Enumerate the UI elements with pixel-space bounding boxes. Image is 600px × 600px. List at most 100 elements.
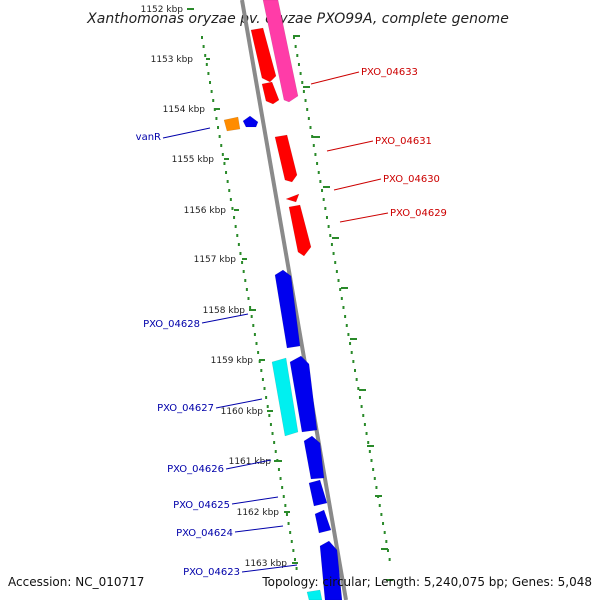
gene-feature-blue[interactable] xyxy=(314,509,332,534)
scale-dot xyxy=(324,207,327,210)
gene-label[interactable]: PXO_04627 xyxy=(157,403,214,414)
scale-dot xyxy=(335,270,338,273)
scale-dot xyxy=(274,450,277,453)
tick-label: 1153 kbp xyxy=(151,55,194,65)
scale-dot xyxy=(205,63,208,66)
leader-line xyxy=(310,71,360,85)
gene-feature-cyan[interactable] xyxy=(306,589,323,600)
scale-dot xyxy=(367,441,370,444)
scale-dot xyxy=(322,198,325,201)
scale-dot xyxy=(368,450,371,453)
accession-text: Accession: NC_010717 xyxy=(8,575,144,589)
gene-features xyxy=(223,0,343,600)
leader-line xyxy=(234,525,284,533)
tick-label: 1159 kbp xyxy=(211,356,254,366)
scale-dot xyxy=(293,558,296,561)
scale-dot xyxy=(306,108,309,111)
scale-dot xyxy=(260,369,263,372)
gene-label[interactable]: PXO_04630 xyxy=(383,174,440,185)
scale-dot xyxy=(292,549,295,552)
gene-feature-red[interactable] xyxy=(285,193,300,203)
gene-feature-pink[interactable] xyxy=(262,0,299,103)
scale-dot xyxy=(249,306,252,309)
leader-line xyxy=(339,212,389,223)
scale-dot xyxy=(358,396,361,399)
tick-label: 1155 kbp xyxy=(172,155,215,165)
scale-dot xyxy=(386,549,389,552)
scale-dot xyxy=(344,315,347,318)
gene-feature-red[interactable] xyxy=(288,204,312,257)
scale-dot xyxy=(217,126,220,129)
gene-feature-red[interactable] xyxy=(274,134,298,183)
scale-dot xyxy=(218,135,221,138)
scale-dot xyxy=(330,243,333,246)
scale-dot xyxy=(309,126,312,129)
scale-dot xyxy=(261,378,264,381)
gene-feature-blue[interactable] xyxy=(289,355,318,433)
scale-dot xyxy=(316,162,319,165)
gene-feature-blue[interactable] xyxy=(319,540,343,600)
scale-dot xyxy=(282,495,285,498)
scale-dot xyxy=(337,279,340,282)
scale-dot xyxy=(231,207,234,210)
gene-feature-blue[interactable] xyxy=(274,269,301,349)
scale-dot xyxy=(202,45,205,48)
scale-dot xyxy=(363,423,366,426)
gene-label[interactable]: vanR xyxy=(136,132,161,143)
scale-dot xyxy=(237,243,240,246)
gene-feature-blue[interactable] xyxy=(308,479,328,507)
tick-label: 1154 kbp xyxy=(163,105,206,115)
gene-label[interactable]: PXO_04631 xyxy=(375,136,432,147)
gene-feature-blue[interactable] xyxy=(303,435,325,480)
gene-feature-cyan[interactable] xyxy=(271,357,299,437)
gene-label[interactable]: PXO_04628 xyxy=(143,319,200,330)
scale-dot xyxy=(296,54,299,57)
tick-label: 1161 kbp xyxy=(229,457,272,467)
scale-dot xyxy=(302,90,305,93)
scale-dot xyxy=(244,279,247,282)
scale-dot xyxy=(284,504,287,507)
scale-dot xyxy=(209,81,212,84)
scale-dot xyxy=(207,72,210,75)
scale-dot xyxy=(388,558,391,561)
gene-feature-red[interactable] xyxy=(250,27,277,83)
tick-label: 1152 kbp xyxy=(141,5,184,15)
scale-dot xyxy=(229,198,232,201)
tick-label: 1156 kbp xyxy=(184,206,227,216)
scale-dot xyxy=(258,360,261,363)
tick-label: 1157 kbp xyxy=(194,255,237,265)
scale-dot xyxy=(250,315,253,318)
scale-dot xyxy=(247,297,250,300)
scale-dot xyxy=(314,153,317,156)
scale-dot xyxy=(304,99,307,102)
gene-label[interactable]: PXO_04633 xyxy=(361,67,418,78)
scale-dot xyxy=(312,144,315,147)
tick-label: 1158 kbp xyxy=(203,306,246,316)
scale-dot xyxy=(354,369,357,372)
scale-dot xyxy=(289,531,292,534)
gene-label[interactable]: PXO_04629 xyxy=(390,208,447,219)
gene-label[interactable]: PXO_04623 xyxy=(183,567,240,578)
tick-label: 1162 kbp xyxy=(237,508,280,518)
scale-dot xyxy=(327,225,330,228)
gene-label[interactable]: PXO_04625 xyxy=(173,500,230,511)
scale-dot xyxy=(295,567,298,570)
gene-label[interactable]: PXO_04624 xyxy=(176,528,233,539)
scale-dot xyxy=(294,45,297,48)
scale-dot xyxy=(277,468,280,471)
gene-feature-blue[interactable] xyxy=(242,115,259,128)
scale-dot xyxy=(213,108,216,111)
scale-dot xyxy=(220,144,223,147)
scale-dot xyxy=(382,522,385,525)
gene-feature-red[interactable] xyxy=(261,81,280,105)
scale-dot xyxy=(241,261,244,264)
gene-label[interactable]: PXO_04626 xyxy=(167,464,224,475)
scale-dot xyxy=(325,216,328,219)
scale-dot xyxy=(210,90,213,93)
scale-dot xyxy=(234,225,237,228)
scale-dot xyxy=(215,117,218,120)
gene-feature-orange[interactable] xyxy=(223,116,241,132)
scale-dot xyxy=(299,72,302,75)
leader-line xyxy=(225,459,272,470)
